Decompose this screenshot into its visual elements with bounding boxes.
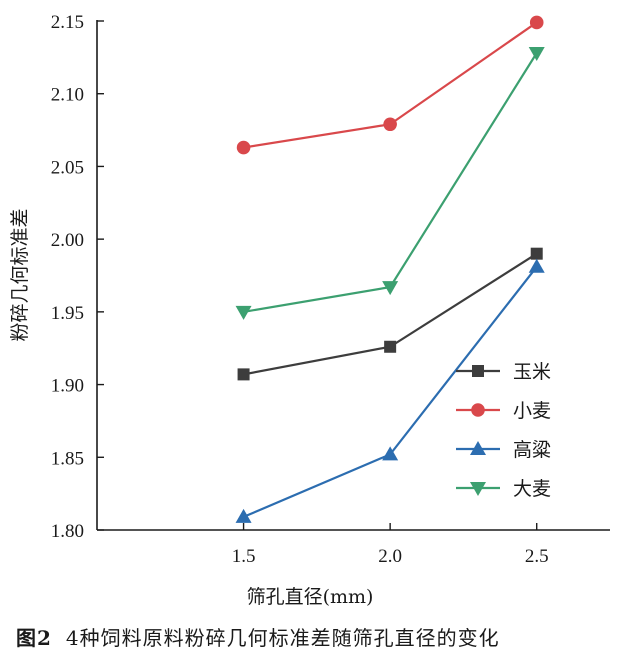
series-line	[243, 252, 538, 376]
y-tick-label: 2.00	[51, 230, 84, 251]
data-point	[528, 258, 545, 273]
data-point	[235, 508, 252, 523]
legend-marker	[472, 365, 484, 377]
data-point	[382, 446, 399, 461]
legend-item: 高粱	[456, 439, 551, 461]
data-point	[235, 305, 252, 320]
y-axis-title: 粉碎几何标准差	[9, 208, 31, 341]
series-layer	[235, 15, 545, 523]
y-tick-label: 1.95	[51, 303, 84, 324]
y-tick-label: 2.10	[51, 85, 84, 106]
series-4	[235, 46, 545, 320]
data-point	[236, 140, 251, 155]
x-tick-label: 2.0	[378, 546, 402, 567]
series-2	[236, 15, 544, 155]
figure-number: 图2	[16, 626, 52, 650]
y-tick-label: 1.80	[51, 521, 84, 542]
figure-caption: 图2 4种饲料原料粉碎几何标准差随筛孔直径的变化	[16, 622, 500, 651]
legend-marker	[470, 441, 486, 455]
y-tick-label: 2.05	[51, 157, 84, 178]
series-line	[243, 52, 538, 313]
line-chart: 1.80 1.85 1.90 1.95 2.00 2.05 2.10 2.15 1.5 2.0 2.…	[9, 12, 610, 608]
data-point	[237, 368, 250, 381]
data-point	[530, 247, 543, 260]
legend-label: 大麦	[513, 478, 551, 500]
legend-label: 玉米	[513, 361, 551, 383]
legend-marker	[470, 482, 486, 496]
x-tick-label: 2.5	[525, 546, 549, 567]
legend-label: 小麦	[513, 400, 551, 422]
legend-item: 大麦	[456, 478, 551, 500]
legend-marker	[471, 403, 485, 417]
y-tick-label: 1.85	[51, 448, 84, 469]
series-1	[237, 247, 543, 381]
data-point	[529, 15, 544, 30]
axes: 1.80 1.85 1.90 1.95 2.00 2.05 2.10 2.15 1.5 2.0 2.…	[51, 12, 610, 567]
data-point	[528, 46, 545, 61]
legend-label: 高粱	[513, 439, 551, 461]
data-point	[382, 281, 399, 296]
x-axis-title: 筛孔直径(mm)	[247, 586, 374, 608]
x-tick-label: 1.5	[232, 546, 256, 567]
y-tick-label: 2.15	[51, 12, 84, 33]
data-point	[384, 340, 397, 353]
figure-caption-text: 4种饲料原料粉碎几何标准差随筛孔直径的变化	[65, 626, 500, 650]
legend-item: 玉米	[456, 361, 551, 383]
series-3	[235, 258, 545, 523]
y-tick-label: 1.90	[51, 376, 84, 397]
legend-item: 小麦	[456, 400, 551, 422]
data-point	[383, 117, 397, 132]
